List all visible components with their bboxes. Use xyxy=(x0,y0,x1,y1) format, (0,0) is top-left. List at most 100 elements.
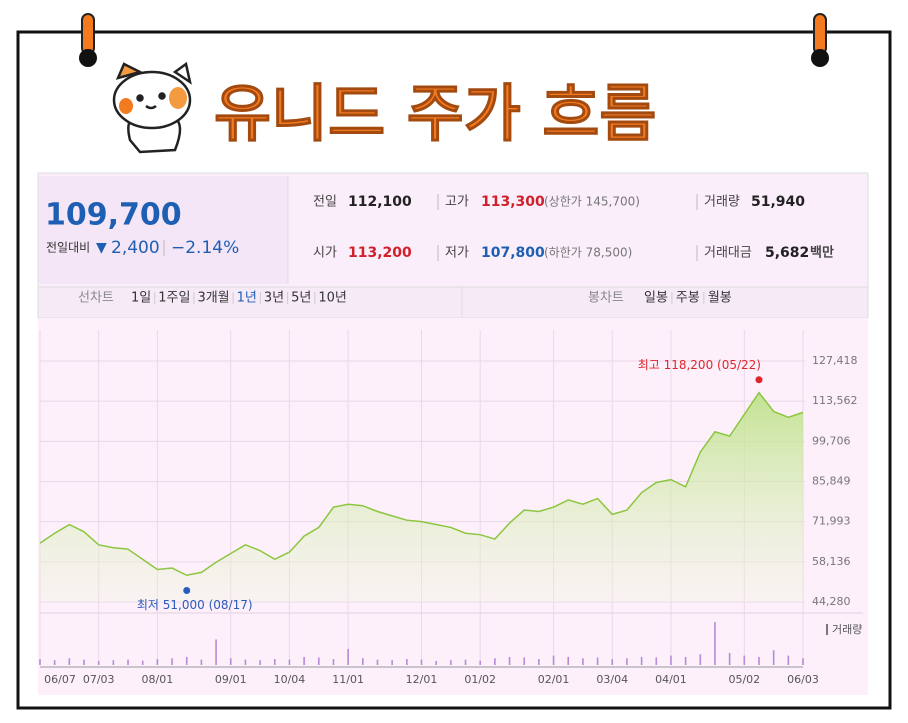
period-tab[interactable]: 10년 xyxy=(318,291,347,306)
item-value: 112,100 xyxy=(348,194,412,210)
y-tick-label: 71,993 xyxy=(812,515,851,528)
volume-bar xyxy=(670,655,672,665)
x-tick-label: 09/01 xyxy=(215,673,247,686)
period-tab[interactable]: 1일 xyxy=(131,291,151,306)
period-tab[interactable]: 1주일 xyxy=(158,291,190,306)
volume-bar xyxy=(127,659,129,665)
volume-bar xyxy=(538,659,540,665)
volume-bar xyxy=(611,659,614,665)
volume-bar xyxy=(802,658,804,665)
volume-bar xyxy=(435,660,437,665)
volume-bar xyxy=(273,659,276,665)
volume-bar xyxy=(200,659,203,665)
item-label: 시가 xyxy=(313,246,337,261)
item-label: 고가 xyxy=(445,195,469,210)
volume-bar xyxy=(743,655,746,665)
volume-bar xyxy=(317,657,320,665)
price-box xyxy=(39,176,288,284)
price-area xyxy=(40,392,803,602)
x-tick-label: 06/07 xyxy=(44,673,76,686)
period-tab[interactable]: 3개월 xyxy=(197,291,229,306)
volume-bar xyxy=(288,659,291,665)
volume-bar xyxy=(362,658,364,665)
volume-bar xyxy=(303,656,305,665)
price-line xyxy=(39,391,804,577)
item-label: 거래량 xyxy=(704,195,740,210)
tab-bar xyxy=(37,286,869,319)
volume-bar xyxy=(508,656,511,665)
volume-bar xyxy=(567,656,570,665)
x-tick-label: 12/01 xyxy=(406,673,438,686)
x-tick-label: 07/03 xyxy=(83,673,115,686)
y-tick-label: 58,136 xyxy=(812,555,851,568)
candle-tab[interactable]: 월봉 xyxy=(708,291,732,306)
candle-tab[interactable]: 주봉 xyxy=(676,291,700,306)
period-tab[interactable]: 1년 xyxy=(237,291,257,306)
volume-bar xyxy=(391,660,393,665)
volume-bar xyxy=(596,657,599,665)
candle-tab[interactable]: 일봉 xyxy=(644,291,668,306)
x-tick-label: 01/02 xyxy=(464,673,496,686)
volume-bar xyxy=(728,652,731,665)
volume-bar xyxy=(772,650,775,665)
x-tick-label: 10/04 xyxy=(274,673,306,686)
y-tick-label: 85,849 xyxy=(812,475,851,488)
volume-bar xyxy=(97,660,100,665)
volume-bar xyxy=(420,659,423,665)
x-tick-label: 08/01 xyxy=(142,673,174,686)
low-marker xyxy=(183,587,191,595)
volume-bar xyxy=(112,660,115,665)
item-value: 107,800 xyxy=(481,245,545,261)
high-marker xyxy=(755,376,763,384)
volume-bar xyxy=(640,656,643,665)
tab-label: 봉차트 xyxy=(588,291,624,306)
volume-legend-mark xyxy=(826,624,828,635)
item-value: 5,682 xyxy=(765,245,809,261)
item-value: 113,300 xyxy=(481,194,545,210)
volume-bar xyxy=(655,657,658,665)
volume-bar xyxy=(552,655,555,665)
volume-bar xyxy=(684,656,687,665)
change: 2,400 xyxy=(111,238,160,258)
volume-bar xyxy=(464,659,467,665)
volume-bar xyxy=(259,660,261,665)
period-tab[interactable]: 5년 xyxy=(291,291,311,306)
volume-bar xyxy=(39,659,41,665)
volume-bar xyxy=(582,658,584,665)
y-tick-label: 127,418 xyxy=(812,354,858,367)
volume-bar xyxy=(494,658,496,665)
volume-bar xyxy=(347,648,349,665)
x-tick-label: 04/01 xyxy=(655,673,687,686)
tab-label: 선차트 xyxy=(78,291,114,306)
page-title: 유니드 주가 흐름 xyxy=(214,77,656,150)
volume-bar xyxy=(185,656,188,665)
change-arrow: ▼ xyxy=(96,240,107,256)
volume-bar xyxy=(68,658,71,665)
item-label: 전일 xyxy=(313,195,337,210)
item-label: 저가 xyxy=(445,246,469,261)
volume-bar xyxy=(699,654,702,665)
x-tick-label: 02/01 xyxy=(538,673,570,686)
volume-bar xyxy=(171,658,173,665)
pin xyxy=(811,13,829,67)
low-label: 최저 51,000 (08/17) xyxy=(137,598,253,612)
volume-bar xyxy=(787,655,790,665)
volume-bar xyxy=(406,659,408,665)
price: 109,700 xyxy=(45,198,182,233)
volume-bar xyxy=(156,659,159,665)
volume-bar xyxy=(229,658,232,665)
period-tab[interactable]: 3년 xyxy=(264,291,284,306)
item-note: (하한가 78,500) xyxy=(544,246,632,260)
y-tick-label: 44,280 xyxy=(812,595,851,608)
y-tick-label: 113,562 xyxy=(812,394,858,407)
volume-bar xyxy=(758,656,760,665)
volume-bar xyxy=(714,622,716,665)
x-tick-label: 11/01 xyxy=(332,673,364,686)
volume-bar xyxy=(626,658,628,665)
x-tick-label: 06/03 xyxy=(787,673,819,686)
volume-bar xyxy=(53,660,56,665)
x-tick-label: 03/04 xyxy=(596,673,628,686)
volume-label: 거래량 xyxy=(832,623,862,636)
